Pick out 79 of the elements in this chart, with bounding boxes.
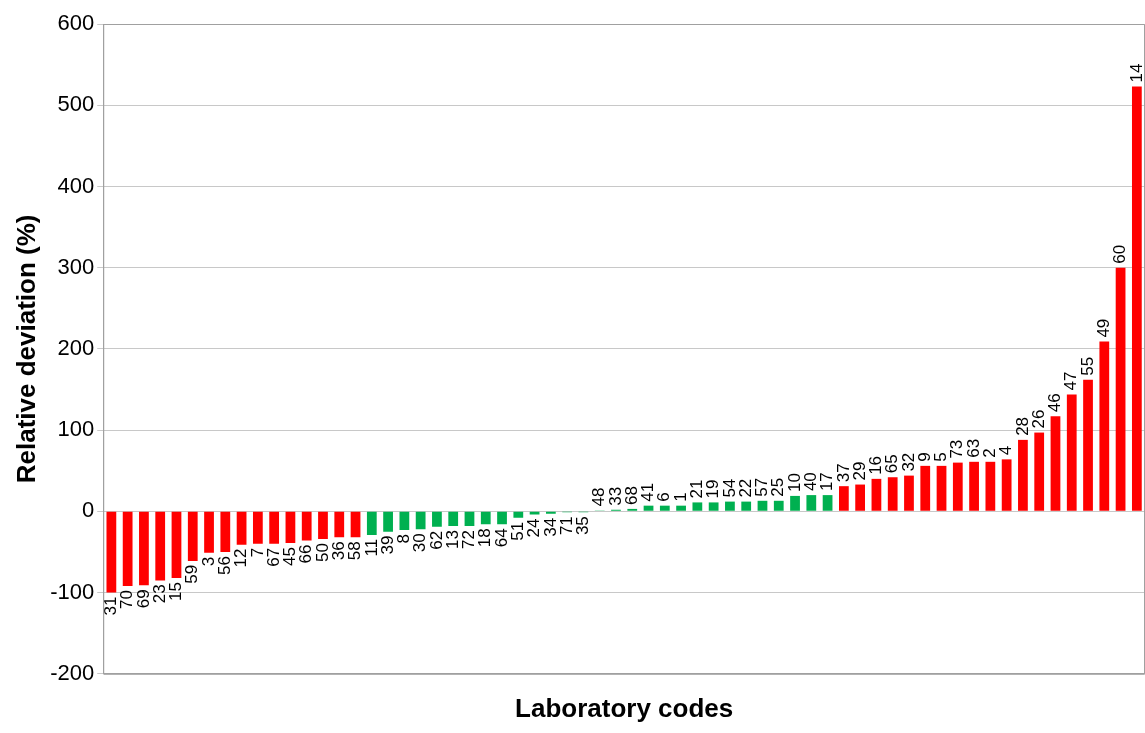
bar xyxy=(936,465,947,511)
bar xyxy=(318,511,328,539)
y-tick-label: 400 xyxy=(57,172,95,198)
bar xyxy=(822,495,833,511)
bar xyxy=(1099,341,1110,511)
bar xyxy=(122,511,133,587)
bar xyxy=(220,511,231,552)
bar xyxy=(1066,394,1077,511)
bar xyxy=(708,502,719,511)
y-tick-label: -200 xyxy=(50,659,95,685)
x-tick-label: 60 xyxy=(1110,244,1130,264)
bar xyxy=(252,511,263,544)
bar xyxy=(1050,416,1061,511)
bar xyxy=(985,461,996,511)
bar xyxy=(464,511,475,526)
y-tick-label: 600 xyxy=(57,10,95,36)
bar xyxy=(1018,439,1028,511)
bar xyxy=(383,511,393,532)
bar xyxy=(529,511,540,515)
bar xyxy=(415,511,426,530)
y-tick-label: 500 xyxy=(57,91,95,117)
x-tick-label: 46 xyxy=(1045,393,1065,413)
x-tick-label: 56 xyxy=(215,555,234,575)
bar xyxy=(887,477,898,511)
x-tick-label: 49 xyxy=(1093,318,1113,338)
bar xyxy=(155,511,166,581)
bar xyxy=(285,511,296,544)
bar xyxy=(904,475,914,511)
bar xyxy=(1115,267,1126,511)
y-axis-title: Relative deviation (%) xyxy=(10,214,41,484)
x-tick-label: 3 xyxy=(198,556,218,567)
bar xyxy=(350,511,361,538)
bar xyxy=(1001,459,1012,511)
bar xyxy=(952,462,963,511)
y-tick-label: 100 xyxy=(57,416,95,442)
bar xyxy=(139,511,149,586)
bar xyxy=(432,511,442,527)
bar xyxy=(1034,432,1045,511)
bar xyxy=(497,511,507,525)
bar xyxy=(106,511,117,593)
y-tick-label: 0 xyxy=(81,497,95,523)
bar xyxy=(480,511,491,525)
x-tick-label: 35 xyxy=(573,516,593,536)
bar xyxy=(773,500,784,511)
bar xyxy=(725,501,735,511)
bar xyxy=(399,511,410,531)
bar xyxy=(366,511,377,535)
y-tick-label: 300 xyxy=(57,253,95,279)
bar xyxy=(513,511,524,518)
bar xyxy=(236,511,247,545)
bar xyxy=(838,486,849,511)
bar xyxy=(676,505,686,511)
bar xyxy=(969,461,979,511)
y-tick-label: -100 xyxy=(50,578,95,604)
x-tick-label: 14 xyxy=(1126,63,1145,83)
x-tick-label: 15 xyxy=(166,581,186,601)
bar xyxy=(692,502,703,511)
bar xyxy=(871,478,882,511)
x-tick-label: 40 xyxy=(801,472,820,492)
bar xyxy=(171,511,182,578)
bar xyxy=(301,511,312,541)
bar xyxy=(187,511,198,561)
y-tick-label: 200 xyxy=(57,334,95,360)
bar xyxy=(806,495,817,511)
bar xyxy=(448,511,459,526)
bar xyxy=(1131,86,1142,511)
bar xyxy=(204,511,214,553)
x-tick-label: 51 xyxy=(508,521,527,541)
bar xyxy=(334,511,345,538)
bar xyxy=(269,511,280,544)
x-axis-title: Laboratory codes xyxy=(515,692,734,723)
bar xyxy=(741,501,752,511)
bar xyxy=(920,465,931,511)
bar xyxy=(659,505,670,511)
bar xyxy=(1083,379,1093,511)
x-tick-label: 59 xyxy=(182,564,202,584)
bar xyxy=(790,495,800,511)
bar xyxy=(855,484,866,511)
bar xyxy=(757,500,768,511)
